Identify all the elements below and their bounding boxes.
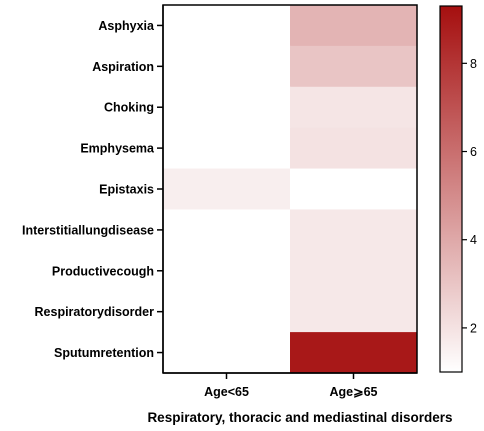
x-axis: Age<65 Age⩾65 [163,372,417,399]
y-tick-label: Asphyxia [98,19,155,33]
y-tick-label: Choking [104,101,154,115]
y-tick-label: Sputumretention [54,346,154,360]
heatmap-cell [163,127,291,170]
heatmap-cell [290,127,418,170]
x-tick-label: Age<65 [204,385,249,399]
heatmap-cell [163,250,291,292]
heatmap-cell [290,332,418,374]
heatmap-cell [290,45,418,88]
colorbar-tick-label: 8 [470,57,477,71]
heatmap-cell [290,168,418,210]
heatmap-cell [163,332,291,374]
y-tick-label: Interstitiallungdisease [22,223,154,237]
heatmap-cell [163,168,291,210]
y-tick-label: Aspiration [92,60,154,74]
heatmap-cell [290,250,418,292]
y-tick-label: Productivecough [52,264,154,278]
heatmap-cells [162,4,418,374]
x-axis-title: Respiratory, thoracic and mediastinal di… [147,410,452,425]
heatmap-cell [163,45,291,88]
heatmap-cell [290,5,418,47]
heatmap-cell [163,209,291,251]
y-tick-label: Epistaxis [99,183,154,197]
heatmap-cell [290,86,418,129]
heatmap-cell [290,291,418,333]
heatmap-cell [163,5,291,47]
y-tick-label: Respiratorydisorder [35,305,155,319]
colorbar-tick-label: 4 [470,233,477,247]
y-axis: Asphyxia Aspiration Choking Emphysema Epista… [22,5,164,373]
x-tick-label: Age⩾65 [330,385,378,399]
colorbar: 2 4 6 8 [439,5,477,373]
colorbar-tick-label: 2 [470,321,477,335]
heatmap-cell [163,291,291,333]
y-tick-label: Emphysema [80,142,155,156]
colorbar-tick-label: 6 [470,145,477,159]
heatmap-cell [290,209,418,251]
heatmap-cell [163,86,291,129]
colorbar-gradient [439,5,463,373]
